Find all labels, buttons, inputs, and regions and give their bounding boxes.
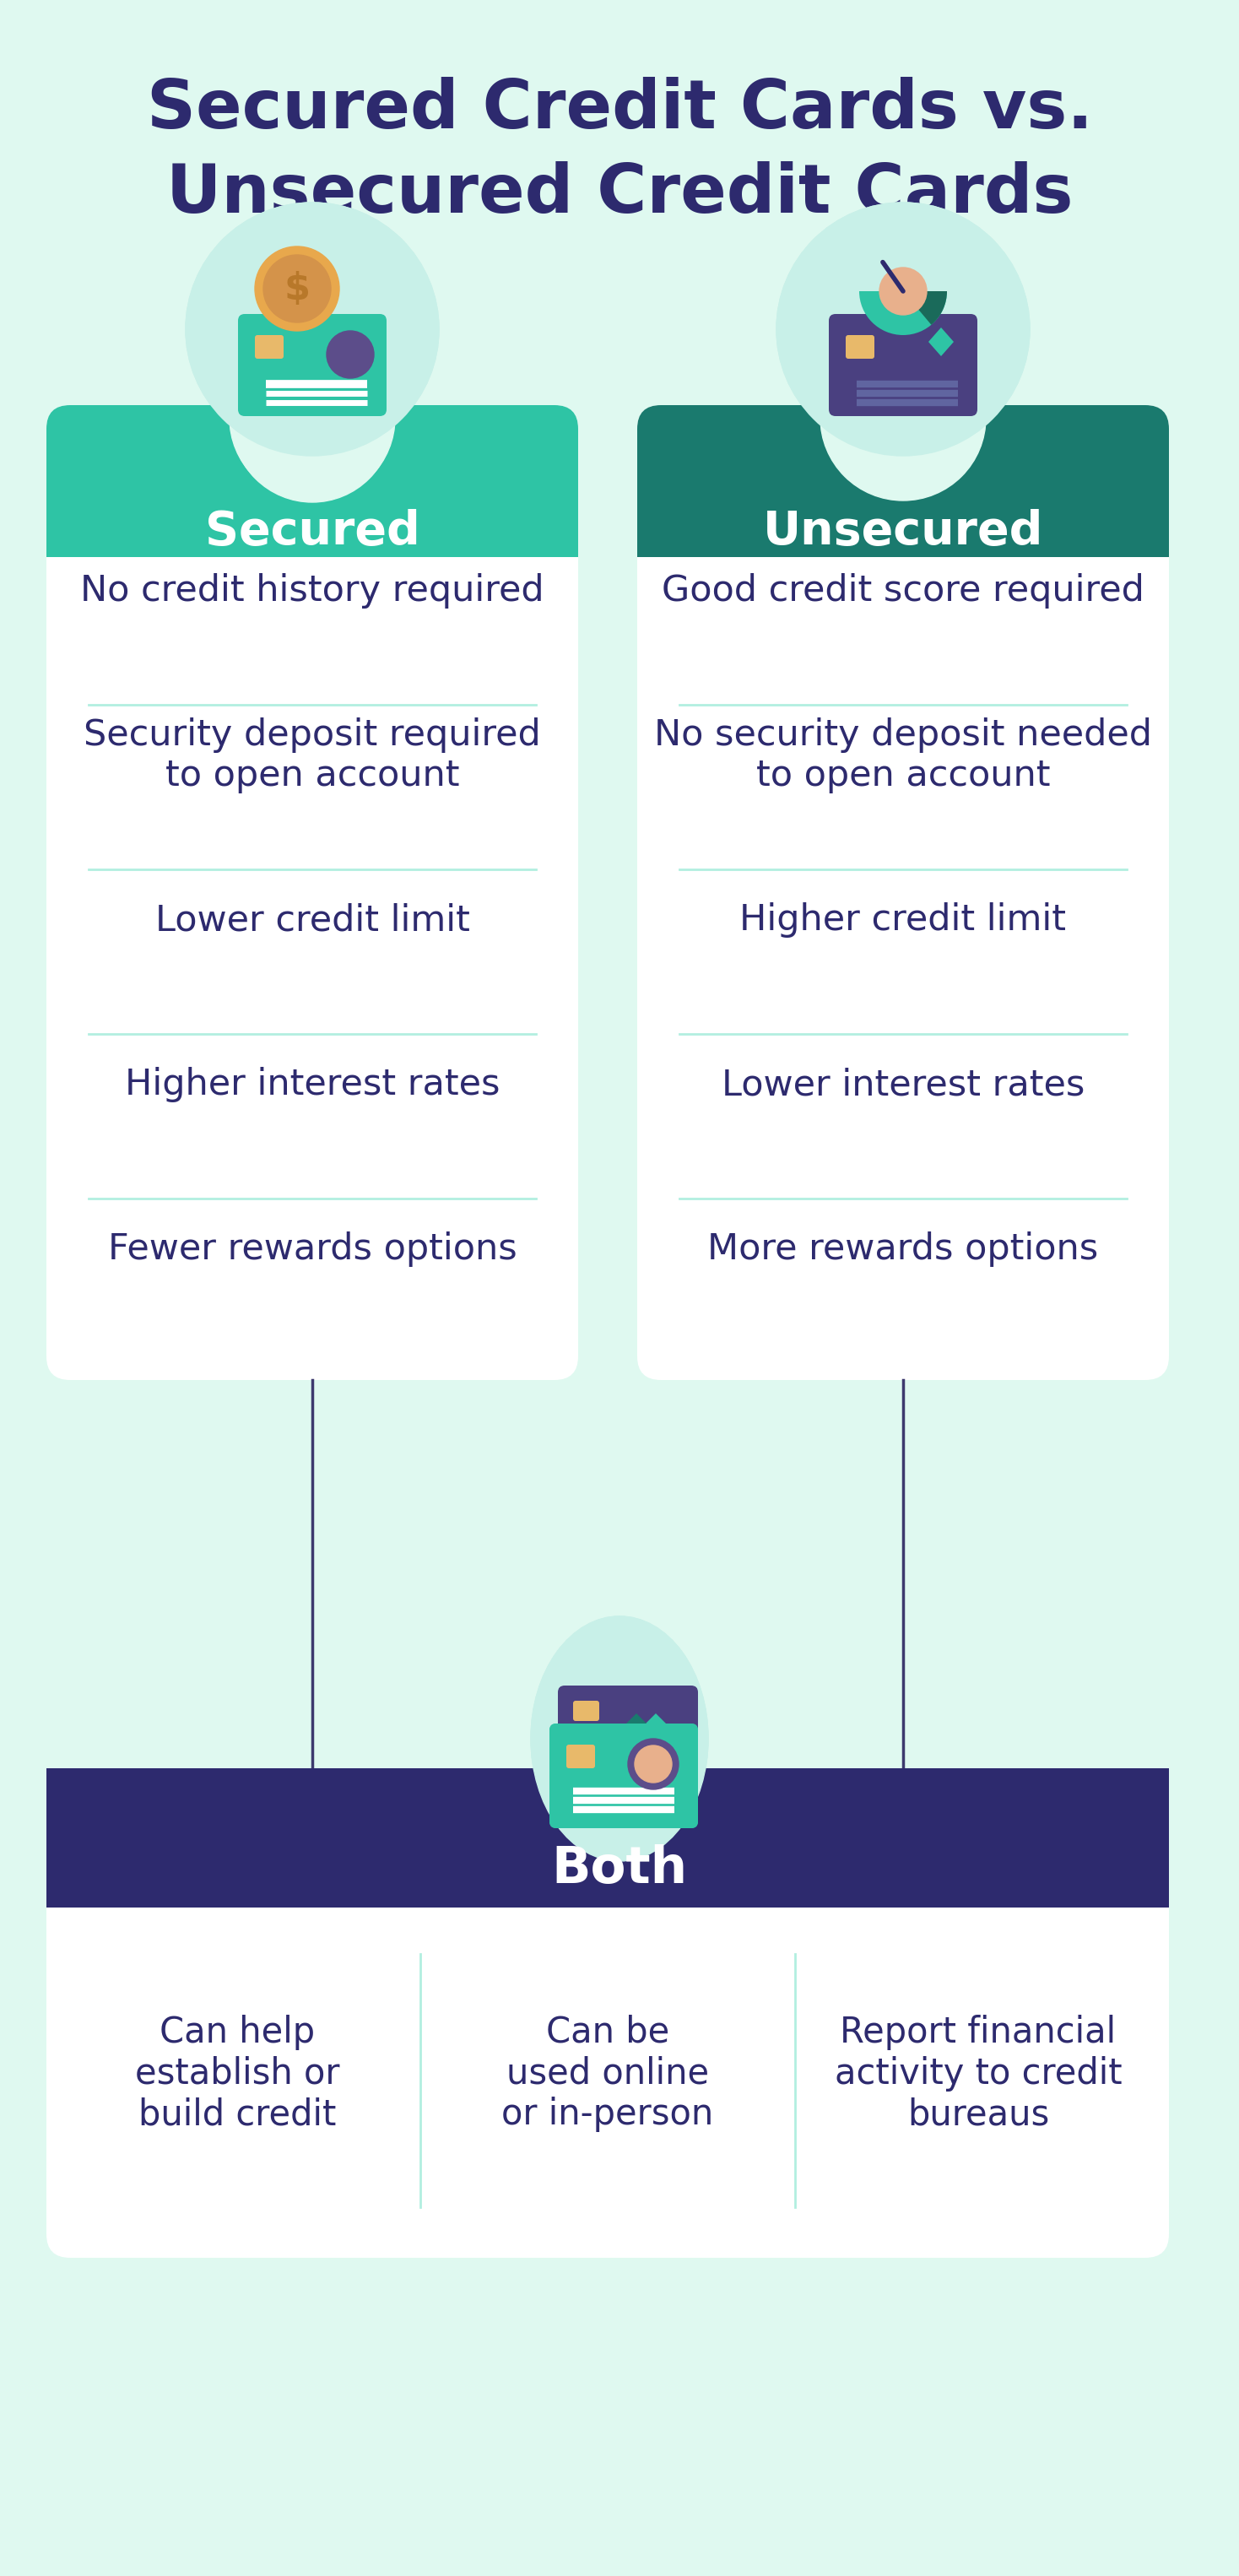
Circle shape	[186, 204, 439, 456]
Bar	[637, 482, 1168, 556]
Text: Security deposit required
to open account: Security deposit required to open accoun…	[84, 716, 541, 793]
FancyBboxPatch shape	[574, 1700, 600, 1721]
Circle shape	[229, 335, 395, 500]
Ellipse shape	[530, 1615, 709, 1860]
Text: Higher interest rates: Higher interest rates	[125, 1066, 499, 1103]
Circle shape	[820, 335, 986, 500]
FancyBboxPatch shape	[549, 1723, 698, 1829]
Circle shape	[232, 343, 393, 502]
Circle shape	[628, 1739, 679, 1790]
Circle shape	[264, 255, 331, 322]
Text: Lower credit limit: Lower credit limit	[155, 902, 470, 938]
Text: Secured Credit Cards vs.: Secured Credit Cards vs.	[146, 77, 1093, 142]
Text: Secured: Secured	[204, 510, 420, 554]
Text: $: $	[284, 270, 310, 307]
Text: Can help
establish or
build credit: Can help establish or build credit	[135, 2014, 339, 2133]
FancyBboxPatch shape	[46, 404, 579, 1381]
FancyBboxPatch shape	[46, 404, 579, 556]
FancyBboxPatch shape	[637, 404, 1168, 556]
FancyBboxPatch shape	[637, 404, 1168, 1381]
Circle shape	[186, 204, 439, 456]
FancyBboxPatch shape	[238, 314, 387, 417]
FancyBboxPatch shape	[566, 1744, 595, 1767]
Wedge shape	[903, 291, 947, 325]
Text: Good credit score required: Good credit score required	[662, 572, 1145, 608]
Circle shape	[634, 1747, 672, 1783]
Text: No credit history required: No credit history required	[81, 572, 544, 608]
Polygon shape	[643, 1713, 669, 1739]
FancyBboxPatch shape	[549, 1723, 698, 1829]
Bar	[46, 1904, 1168, 1929]
Bar	[46, 482, 579, 556]
Wedge shape	[859, 291, 947, 335]
FancyBboxPatch shape	[574, 1700, 600, 1721]
Text: Lower interest rates: Lower interest rates	[721, 1066, 1084, 1103]
Circle shape	[628, 1739, 679, 1790]
Circle shape	[255, 247, 339, 330]
FancyBboxPatch shape	[544, 1767, 695, 1904]
Text: Fewer rewards options: Fewer rewards options	[108, 1231, 517, 1267]
FancyBboxPatch shape	[566, 1744, 595, 1767]
Bar	[46, 1837, 1168, 1906]
FancyBboxPatch shape	[558, 1685, 698, 1783]
Text: Unsecured Credit Cards: Unsecured Credit Cards	[166, 162, 1073, 227]
Text: Can be
used online
or in-person: Can be used online or in-person	[502, 2014, 714, 2133]
Polygon shape	[626, 1713, 647, 1734]
Bar	[637, 533, 1168, 556]
FancyBboxPatch shape	[558, 1685, 698, 1783]
FancyBboxPatch shape	[255, 335, 284, 358]
FancyBboxPatch shape	[846, 335, 875, 358]
Circle shape	[634, 1747, 672, 1783]
Polygon shape	[643, 1713, 669, 1739]
Text: Unsecured: Unsecured	[763, 510, 1043, 554]
Text: No security deposit needed
to open account: No security deposit needed to open accou…	[654, 716, 1152, 793]
Bar	[695, 1767, 1168, 1904]
Bar	[46, 1767, 544, 1904]
Circle shape	[777, 204, 1030, 456]
Text: Report financial
activity to credit
bureaus: Report financial activity to credit bure…	[834, 2014, 1121, 2133]
Bar	[46, 533, 579, 556]
FancyBboxPatch shape	[829, 314, 978, 417]
Circle shape	[327, 330, 374, 379]
Text: Both: Both	[551, 1844, 688, 1893]
FancyBboxPatch shape	[46, 1904, 1168, 2257]
Circle shape	[880, 268, 927, 314]
Circle shape	[548, 1700, 691, 1844]
Polygon shape	[928, 327, 954, 355]
Polygon shape	[626, 1713, 647, 1734]
Text: More rewards options: More rewards options	[707, 1231, 1099, 1267]
Text: Higher credit limit: Higher credit limit	[740, 902, 1067, 938]
Circle shape	[777, 204, 1030, 456]
Ellipse shape	[530, 1615, 709, 1860]
